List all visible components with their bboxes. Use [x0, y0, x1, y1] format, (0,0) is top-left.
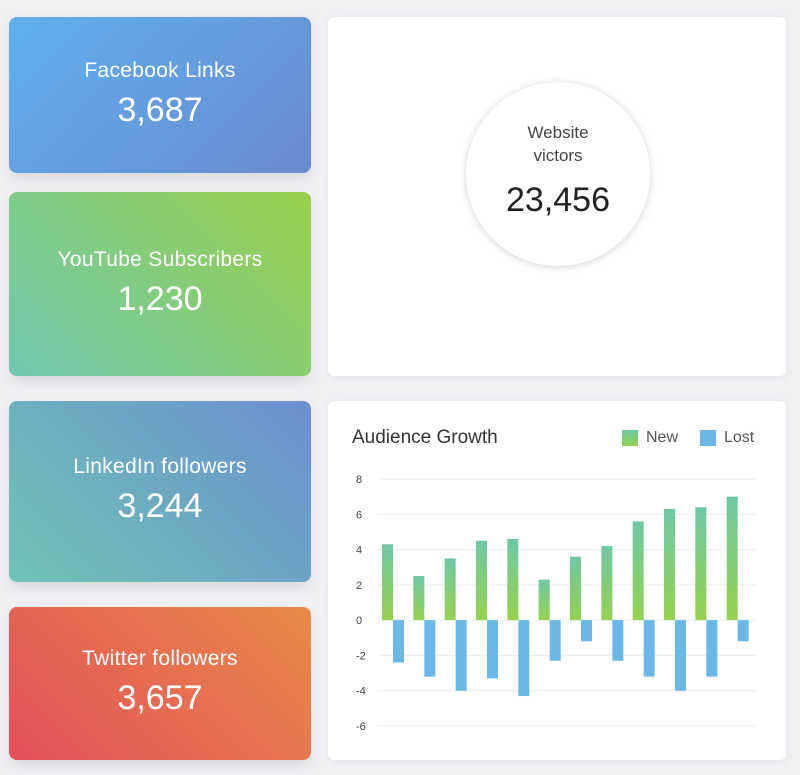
bar-new — [570, 556, 581, 621]
y-tick-label: -2 — [356, 650, 366, 662]
youtube-subscribers-card: YouTube Subscribers 1,230 — [9, 192, 311, 376]
legend-label-lost: Lost — [724, 429, 755, 446]
facebook-links-card: Facebook Links 3,687 — [9, 17, 311, 173]
youtube-subscribers-value: 1,230 — [117, 279, 203, 318]
bar-new — [632, 521, 644, 621]
linkedin-followers-label: LinkedIn followers — [73, 455, 247, 479]
twitter-followers-card: Twitter followers 3,657 — [9, 607, 311, 760]
legend-item-lost: Lost — [700, 429, 754, 447]
website-visitors-value: 23,456 — [506, 180, 610, 219]
y-tick-label: 2 — [356, 580, 362, 592]
bar-new — [601, 546, 613, 621]
y-tick-label: -4 — [356, 686, 366, 698]
facebook-links-value: 3,687 — [117, 90, 203, 129]
bar-lost — [706, 620, 718, 677]
bar-new — [476, 540, 487, 621]
chart-title: Audience Growth — [352, 427, 498, 448]
bar-lost — [612, 620, 624, 661]
bar-new — [695, 507, 707, 621]
bar-new — [444, 558, 456, 621]
bar-lost — [455, 620, 467, 691]
website-visitors-label: Website victors — [527, 123, 589, 165]
bar-lost — [643, 620, 655, 677]
bar-lost — [393, 620, 404, 663]
youtube-subscribers-label: YouTube Subscribers — [57, 247, 263, 271]
y-tick-label: -6 — [356, 721, 366, 733]
bar-new — [413, 576, 425, 621]
bar-new — [382, 544, 393, 621]
bar-lost — [581, 620, 592, 642]
website-visitors-panel: Website victors 23,456 — [328, 17, 786, 376]
bar-new — [507, 538, 519, 621]
legend-label-new: New — [646, 429, 679, 446]
bar-new — [538, 579, 550, 621]
bar-new — [726, 496, 738, 621]
facebook-links-label: Facebook Links — [84, 58, 236, 82]
y-tick-label: 0 — [356, 615, 362, 627]
bar-lost — [424, 620, 436, 677]
twitter-followers-label: Twitter followers — [82, 647, 238, 671]
y-tick-label: 8 — [356, 474, 362, 486]
audience-growth-panel: Audience Growth New Lost 8 6 4 2 0 -2 -4 -6 — [328, 401, 786, 760]
y-tick-label: 6 — [356, 509, 362, 521]
y-tick-label: 4 — [356, 545, 362, 557]
bar-new — [664, 508, 675, 621]
twitter-followers-value: 3,657 — [117, 679, 203, 718]
bar-lost — [675, 620, 686, 691]
legend-swatch-new — [622, 430, 638, 446]
linkedin-followers-card: LinkedIn followers 3,244 — [9, 401, 311, 582]
bar-lost — [737, 620, 749, 642]
audience-growth-chart: 8 6 4 2 0 -2 -4 -6 — [356, 474, 756, 733]
linkedin-followers-value: 3,244 — [117, 487, 203, 526]
legend-swatch-lost — [700, 430, 716, 446]
bar-lost — [487, 620, 498, 679]
website-visitors-circle: Website victors 23,456 — [466, 82, 650, 266]
legend-item-new: New — [622, 429, 678, 447]
bar-lost — [518, 620, 530, 697]
bar-lost — [549, 620, 561, 661]
